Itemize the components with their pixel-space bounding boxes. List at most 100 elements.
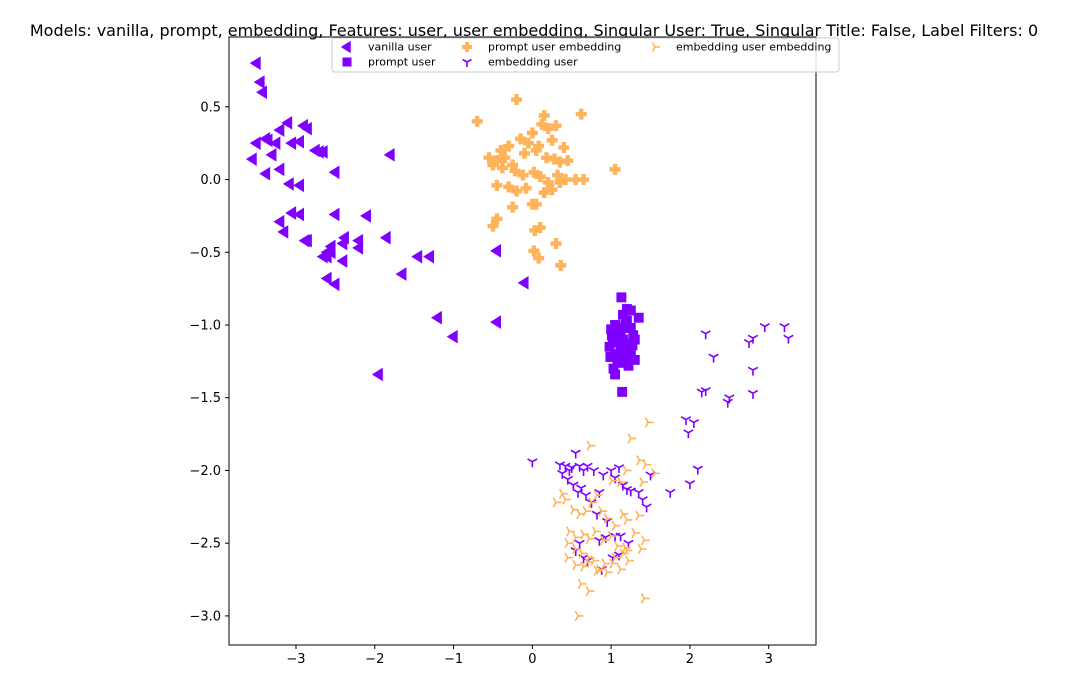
legend: vanilla user prompt user prompt user embed… [331,37,840,73]
point-marker [550,238,562,250]
point-marker [548,153,560,165]
y-tick-label: −2.5 [189,537,221,552]
point-marker [536,118,548,130]
point-marker [336,236,348,251]
point-marker [557,469,568,479]
point-marker [572,559,582,571]
legend-box [331,37,840,73]
point-marker [526,127,538,139]
x-tick-label: −1 [444,652,463,667]
point-marker [281,115,293,130]
point-marker [552,497,562,508]
point-marker [371,367,383,382]
point-marker [610,369,621,380]
point-marker [527,458,538,468]
y-tick-label: −0.5 [189,246,221,261]
point-marker [328,165,340,180]
point-marker [612,357,623,368]
point-marker [259,166,271,181]
series-vanilla-user [245,56,529,382]
point-marker [336,254,348,268]
point-marker [578,174,590,186]
point-marker [619,349,630,360]
point-marker [582,505,592,517]
point-marker [490,243,501,258]
point-marker [619,508,629,520]
legend-item: embedding user embedding [651,41,831,54]
point-marker [495,144,507,156]
point-marker [611,520,621,531]
point-marker [585,585,595,597]
point-marker [572,532,582,543]
point-marker [526,198,538,210]
y-tick-label: 0.0 [200,173,221,188]
point-marker [511,94,523,106]
point-marker [273,214,285,229]
legend-item: vanilla user [340,40,432,54]
legend-label: prompt user embedding [488,41,621,54]
point-marker [779,323,790,332]
series-prompt-user [604,292,644,397]
point-marker [320,271,332,286]
point-marker [631,527,641,539]
point-marker [533,140,545,152]
point-marker [546,184,558,196]
point-marker [625,305,636,316]
point-marker [564,552,574,563]
point-marker [277,225,289,239]
point-marker [499,152,511,164]
point-marker [528,166,540,178]
point-marker [640,535,650,546]
point-marker [316,249,328,264]
point-marker [300,233,312,248]
point-marker [471,115,483,127]
point-marker [534,222,546,234]
y-tick-label: −2.0 [189,464,221,479]
point-marker [608,475,618,486]
point-marker [586,440,596,451]
point-marker [783,334,794,344]
point-marker [623,360,634,371]
point-marker [253,75,265,89]
point-marker [577,578,587,590]
point-marker [328,277,340,292]
legend-label: embedding user [488,56,578,69]
point-marker [644,417,654,428]
point-marker [430,310,442,325]
point-marker [623,545,633,556]
point-marker [759,323,770,332]
y-tick-label: −1.5 [189,391,221,406]
point-marker [613,464,625,474]
point-marker [285,136,297,151]
point-marker [483,152,495,164]
point-marker [533,252,545,264]
point-marker [530,144,542,156]
point-marker [517,275,529,290]
point-marker [722,398,733,408]
point-marker [621,315,632,326]
point-marker [340,40,351,54]
point-marker [541,152,553,164]
point-marker [462,58,472,67]
point-marker [300,121,312,136]
point-marker [528,245,540,257]
point-marker [554,176,566,188]
point-marker [708,353,719,363]
point-marker [598,471,609,481]
point-marker [490,315,501,329]
point-marker [342,57,352,67]
legend-item: prompt user [342,56,436,69]
point-marker [614,540,623,552]
point-marker [520,182,532,194]
point-marker [640,593,650,604]
point-marker [379,230,391,245]
point-marker [688,419,700,428]
point-marker [585,552,595,563]
point-marker [617,564,627,575]
point-marker [622,465,632,476]
series-embedding-user [527,323,794,575]
point-marker [554,156,566,168]
point-marker [575,108,587,120]
point-marker [609,163,621,175]
